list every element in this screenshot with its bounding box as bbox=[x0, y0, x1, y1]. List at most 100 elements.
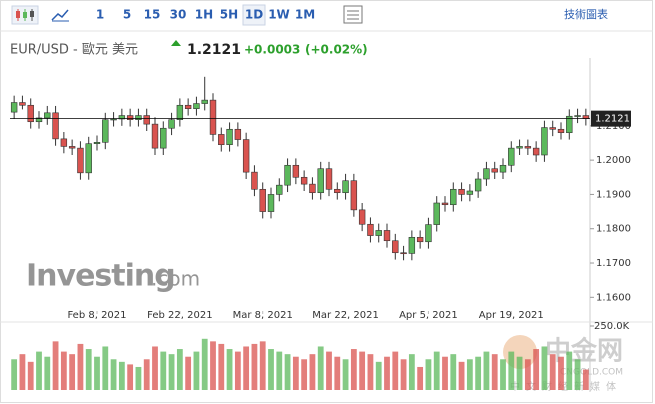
x-tick-label: Apr 19, 2021 bbox=[479, 310, 544, 321]
change-pct: (+0.02%) bbox=[305, 43, 368, 57]
volume-bar bbox=[168, 354, 175, 390]
toolbar-icons bbox=[11, 4, 363, 26]
x-tick-label: Apr 5, 2021 bbox=[399, 310, 458, 321]
interval-button[interactable]: 1D bbox=[245, 8, 263, 22]
volume-bar bbox=[77, 343, 84, 390]
candle-body bbox=[226, 128, 233, 146]
candle-body bbox=[334, 188, 341, 194]
candle-body bbox=[375, 230, 382, 236]
volume-bar bbox=[334, 356, 341, 390]
candle-body bbox=[483, 168, 490, 180]
candle-body bbox=[416, 236, 424, 243]
volume-bar bbox=[359, 351, 366, 390]
icon-stroke bbox=[30, 11, 34, 17]
volume-bar bbox=[110, 359, 117, 390]
interval-button[interactable]: 1M bbox=[295, 8, 315, 22]
candle-body bbox=[574, 115, 581, 117]
candle-body bbox=[52, 112, 59, 140]
volume-bar bbox=[152, 346, 158, 390]
volume-bar bbox=[94, 356, 100, 390]
candle-body bbox=[276, 184, 283, 195]
volume-bar bbox=[201, 338, 208, 390]
x-tick-label: Mar 8, 2021 bbox=[233, 310, 293, 321]
chart-link[interactable]: 技術圖表 bbox=[564, 7, 608, 21]
volume-bar bbox=[243, 346, 250, 390]
volume-bar bbox=[558, 356, 564, 390]
candle-body bbox=[325, 168, 333, 190]
volume-bar bbox=[143, 359, 150, 390]
candle-body bbox=[267, 194, 275, 212]
volume-bar bbox=[450, 354, 457, 390]
candle-body bbox=[400, 252, 407, 255]
interval-button[interactable]: 1W bbox=[268, 8, 290, 22]
volume-bar bbox=[19, 354, 26, 390]
candle-body bbox=[60, 138, 68, 147]
candle-body bbox=[566, 115, 573, 134]
candle-body bbox=[549, 127, 556, 130]
up-arrow bbox=[171, 40, 181, 46]
interval-button[interactable]: 1H bbox=[195, 8, 213, 22]
volume-bar bbox=[342, 359, 349, 390]
line-icon[interactable] bbox=[51, 9, 69, 21]
volume-bar bbox=[516, 356, 523, 390]
logo-suffix: .com bbox=[151, 267, 200, 291]
x-tick-label: Mar 22, 2021 bbox=[312, 310, 379, 321]
candle-body bbox=[251, 171, 258, 190]
candle-body bbox=[292, 164, 300, 178]
candle-body bbox=[151, 123, 159, 149]
interval-button[interactable]: 1 bbox=[96, 8, 104, 22]
logo: Investing bbox=[26, 259, 175, 294]
volume-bar bbox=[11, 359, 18, 390]
volume-bar bbox=[582, 369, 589, 390]
candle-body bbox=[126, 115, 134, 120]
candle-body bbox=[317, 168, 324, 194]
candle-body bbox=[582, 115, 590, 119]
candle-body bbox=[93, 142, 101, 144]
candle-body bbox=[143, 115, 150, 125]
candle-body bbox=[508, 147, 515, 166]
volume-bar bbox=[425, 359, 432, 390]
volume-bar bbox=[317, 346, 324, 390]
volume-bar bbox=[210, 341, 216, 390]
volume-bar bbox=[193, 351, 200, 390]
volume-tick-label: 250.0K bbox=[594, 321, 630, 332]
interval-button[interactable]: 5H bbox=[220, 8, 238, 22]
volume-bar bbox=[292, 356, 299, 390]
interval-button[interactable]: 5 bbox=[123, 8, 131, 22]
volume-bar bbox=[350, 349, 357, 390]
volume-bar bbox=[52, 341, 59, 390]
candle-body bbox=[201, 99, 208, 104]
volume-bar bbox=[301, 359, 308, 390]
y-tick-label: 1.1900 bbox=[596, 189, 631, 200]
volume-bar bbox=[259, 341, 266, 390]
interval-button[interactable]: 30 bbox=[170, 8, 187, 22]
interval-button[interactable]: 15 bbox=[144, 8, 161, 22]
volume-bar bbox=[384, 356, 390, 390]
candle-body bbox=[466, 190, 474, 195]
volume-bar bbox=[466, 359, 473, 390]
volume-bar bbox=[284, 354, 291, 390]
volume-bar bbox=[400, 359, 407, 390]
active-interval bbox=[242, 4, 266, 26]
icon-stroke bbox=[23, 12, 27, 18]
volume-bar bbox=[417, 366, 424, 390]
candle-body bbox=[425, 224, 432, 243]
volume-bar bbox=[309, 354, 316, 390]
candle-body bbox=[135, 115, 142, 120]
y-tick-label: 1.2000 bbox=[596, 155, 631, 166]
volume-bar bbox=[102, 346, 109, 390]
volume-bar bbox=[524, 359, 531, 390]
candle-body bbox=[300, 176, 308, 185]
candle-body bbox=[35, 117, 43, 123]
price: 1.2121 bbox=[187, 42, 241, 58]
volume-bar bbox=[549, 354, 556, 390]
candle-body bbox=[77, 147, 84, 174]
candle-body bbox=[524, 146, 532, 149]
candle-body bbox=[68, 146, 76, 149]
volume-bar bbox=[226, 349, 233, 390]
candle-body bbox=[458, 188, 465, 195]
volume-bar bbox=[160, 351, 167, 390]
